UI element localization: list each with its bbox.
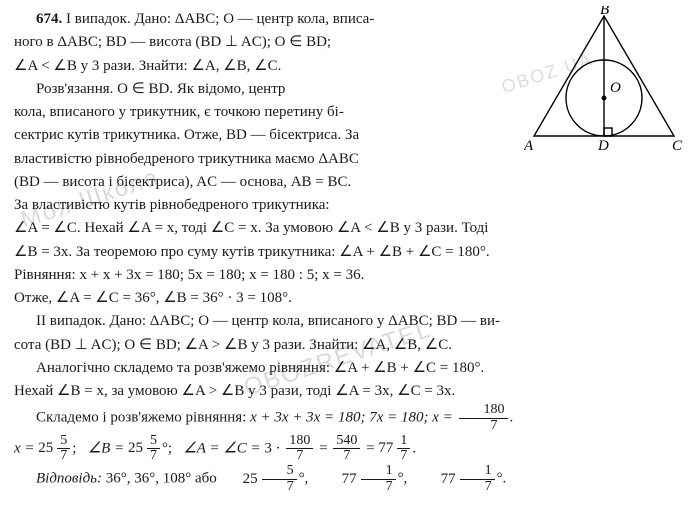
para-line: Розв'язання. O ∈ BD. Як відомо, центр bbox=[14, 78, 518, 101]
para-line: 674. І випадок. Дано: ΔABC; O — центр ко… bbox=[14, 8, 518, 31]
para-line: Отже, ∠A = ∠C = 36°, ∠B = 36° · 3 = 108°… bbox=[14, 287, 680, 310]
para-line: Складемо і розв'яжемо рівняння: x + 3x +… bbox=[14, 403, 680, 433]
para-line: (BD — висота і бісектриса), AC — основа,… bbox=[14, 171, 518, 194]
para-line: ІІ випадок. Дано: ΔABC; O — центр кола, … bbox=[14, 310, 680, 333]
para-line: ного в ΔABC; BD — висота (BD ⊥ AC); O ∈ … bbox=[14, 31, 518, 54]
problem-number: 674. bbox=[36, 11, 62, 27]
para-line: Аналогічно складемо та розв'яжемо рівнян… bbox=[14, 357, 680, 380]
para-line: ∠A = ∠C. Нехай ∠A = x, тоді ∠C = x. За у… bbox=[14, 217, 680, 240]
para-line: властивістю рівнобедреного трикутника ма… bbox=[14, 148, 518, 171]
para-line: x = 2557; ∠B = 2557°; ∠A = ∠C = 3 · 1807… bbox=[14, 434, 680, 464]
para-line: ∠A < ∠B у 3 рази. Знайти: ∠A, ∠B, ∠C. bbox=[14, 55, 518, 78]
para-line: Нехай ∠B = x, за умовою ∠A > ∠B у 3 рази… bbox=[14, 380, 680, 403]
para-line: кола, вписаного у трикутник, є точкою пе… bbox=[14, 101, 518, 124]
para-line: Рівняння: x + x + 3x = 180; 5x = 180; x … bbox=[14, 264, 680, 287]
para-line: За властивістю кутів рівнобедреного трик… bbox=[14, 194, 680, 217]
para-line: сектрис кутів трикутника. Отже, BD — біс… bbox=[14, 124, 518, 147]
answer-line: Відповідь: 36°, 36°, 108° або 2557°, 771… bbox=[14, 464, 680, 494]
para-line: ∠B = 3x. За теоремою про суму кутів трик… bbox=[14, 241, 680, 264]
para-line: сота (BD ⊥ AC); O ∈ BD; ∠A > ∠B у 3 рази… bbox=[14, 334, 680, 357]
